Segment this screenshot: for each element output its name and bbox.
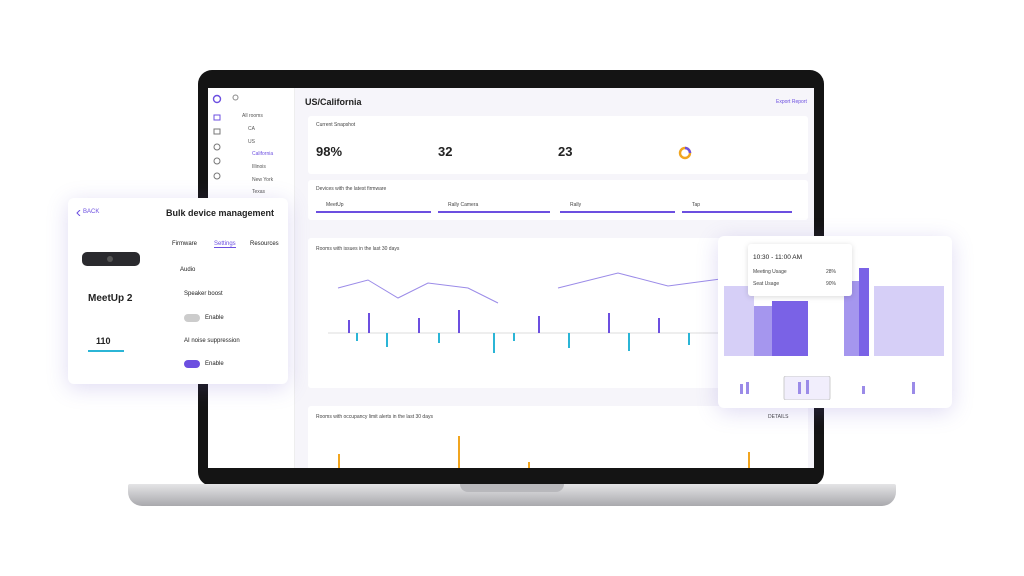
device-name: Rally Camera (448, 202, 479, 208)
tree-item[interactable]: California (252, 151, 274, 157)
back-icon (76, 210, 81, 216)
tree-item[interactable]: Texas (252, 189, 266, 195)
stat-value: 98% (316, 144, 343, 159)
device-name: MeetUp (326, 202, 344, 208)
nav-icons (212, 94, 222, 180)
device-image (82, 252, 140, 266)
export-button[interactable]: Export Report (776, 99, 807, 105)
issues-title: Rooms with issues in the last 30 days (316, 246, 400, 252)
tab[interactable]: Firmware (172, 241, 197, 247)
setting-label: Speaker boost (184, 291, 223, 297)
tree-item[interactable]: New York (252, 177, 274, 183)
laptop-notch (460, 484, 564, 492)
device-count: 110 (96, 336, 111, 346)
occupancy-panel: Rooms with occupancy limit alerts in the… (308, 406, 808, 468)
tooltip: 10:30 - 11:00 AM Meeting Usage 28% Seat … (748, 244, 852, 296)
card-title: Bulk device management (166, 208, 275, 218)
toggle-on[interactable] (184, 360, 200, 368)
utilization-ring (678, 146, 692, 160)
tree-item[interactable]: US (248, 139, 255, 145)
count-bar (88, 350, 124, 352)
occupancy-chart (338, 436, 750, 468)
toggle-label: Enable (205, 315, 224, 321)
toggle-label: Enable (205, 361, 224, 367)
bulk-card: BACK Bulk device management Firmware Set… (68, 198, 288, 384)
tooltip-label: Seat Usage (753, 281, 780, 287)
tooltip-value: 90% (826, 281, 837, 287)
device-name: Rally (570, 202, 582, 208)
occupancy-title: Rooms with occupancy limit alerts in the… (316, 414, 433, 420)
setting-label: AI noise suppression (184, 338, 240, 344)
tooltip-time: 10:30 - 11:00 AM (753, 254, 803, 261)
device-name: Tap (692, 202, 701, 208)
stat-value: 32 (438, 144, 453, 159)
usage-chart (724, 268, 944, 356)
thumbnails (740, 376, 915, 400)
laptop-base (128, 484, 896, 506)
page-title: US/California (305, 97, 362, 107)
toggle-off[interactable] (184, 314, 200, 322)
search-icon[interactable] (232, 94, 240, 102)
details-button[interactable]: DETAILS (768, 414, 789, 420)
device-name: MeetUp 2 (88, 293, 133, 304)
tree-item[interactable]: Illinois (252, 164, 266, 170)
snapshot-title: Current Snapshot (316, 122, 356, 128)
tooltip-value: 28% (826, 269, 837, 275)
firmware-bars (316, 211, 792, 213)
tree-item[interactable]: CA (248, 126, 255, 132)
usage-card: 10:30 - 11:00 AM Meeting Usage 28% Seat … (718, 236, 952, 408)
tab[interactable]: Settings (214, 241, 236, 248)
stat-value: 23 (558, 144, 573, 159)
tooltip-label: Meeting Usage (753, 269, 787, 275)
tree-item[interactable]: All rooms (242, 113, 263, 119)
firmware-title: Devices with the latest firmware (316, 186, 387, 192)
tab[interactable]: Resources (250, 241, 279, 247)
section-title: Audio (180, 267, 196, 273)
snapshot-panel: Current Snapshot 98% 32 23 (308, 116, 808, 174)
back-button[interactable]: BACK (83, 209, 100, 215)
firmware-panel: Devices with the latest firmware MeetUp … (308, 180, 808, 220)
